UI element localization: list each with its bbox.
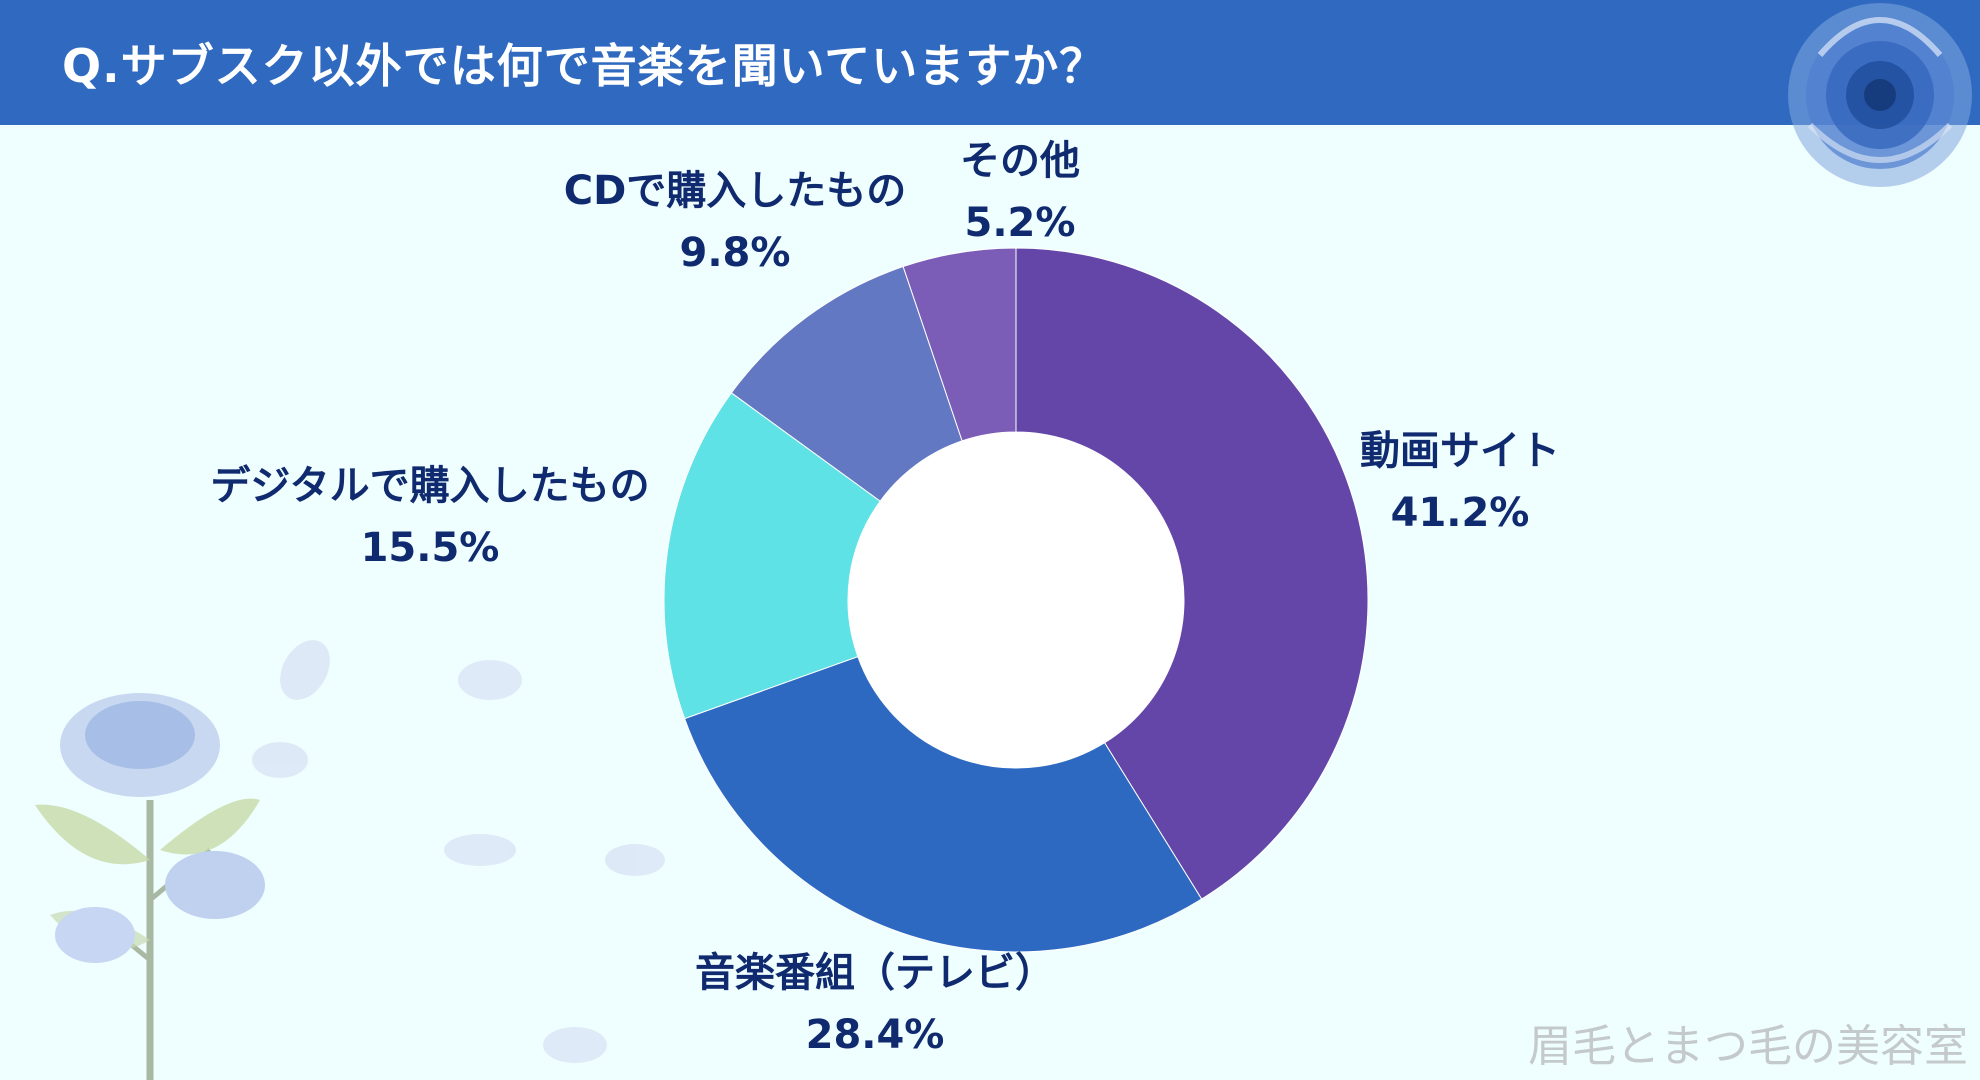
title-bar: Q.サブスク以外では何で音楽を聞いていますか？ bbox=[0, 0, 1980, 125]
petal-icon bbox=[252, 640, 665, 1063]
slice-label-video-sites: 動画サイト 41.2% bbox=[1360, 420, 1560, 544]
slice-label-tv-music: 音楽番組（テレビ） 28.4% bbox=[695, 942, 1055, 1066]
page-title: Q.サブスク以外では何で音楽を聞いていますか？ bbox=[62, 39, 1107, 93]
category-label: 音楽番組（テレビ） bbox=[695, 950, 1055, 996]
category-label: CDで購入したもの bbox=[563, 168, 907, 214]
value-label: 5.2% bbox=[964, 200, 1076, 246]
donut-hole bbox=[848, 432, 1184, 768]
slice-label-cd-purchase: CDで購入したもの 9.8% bbox=[564, 160, 907, 284]
watermark: 眉毛とまつ毛の美容室 bbox=[1528, 1021, 1968, 1072]
category-label: デジタルで購入したもの bbox=[210, 463, 650, 509]
blue-rose-bouquet-icon bbox=[35, 693, 265, 1080]
category-label: その他 bbox=[960, 138, 1080, 184]
slice-label-other: その他 5.2% bbox=[960, 130, 1080, 254]
slice-label-digital-purchase: デジタルで購入したもの 15.5% bbox=[210, 455, 649, 579]
value-label: 9.8% bbox=[679, 230, 791, 276]
value-label: 28.4% bbox=[805, 1012, 945, 1058]
blue-rose-icon bbox=[1788, 3, 1972, 187]
value-label: 41.2% bbox=[1390, 490, 1530, 536]
value-label: 15.5% bbox=[360, 525, 500, 571]
category-label: 動画サイト bbox=[1360, 428, 1560, 474]
